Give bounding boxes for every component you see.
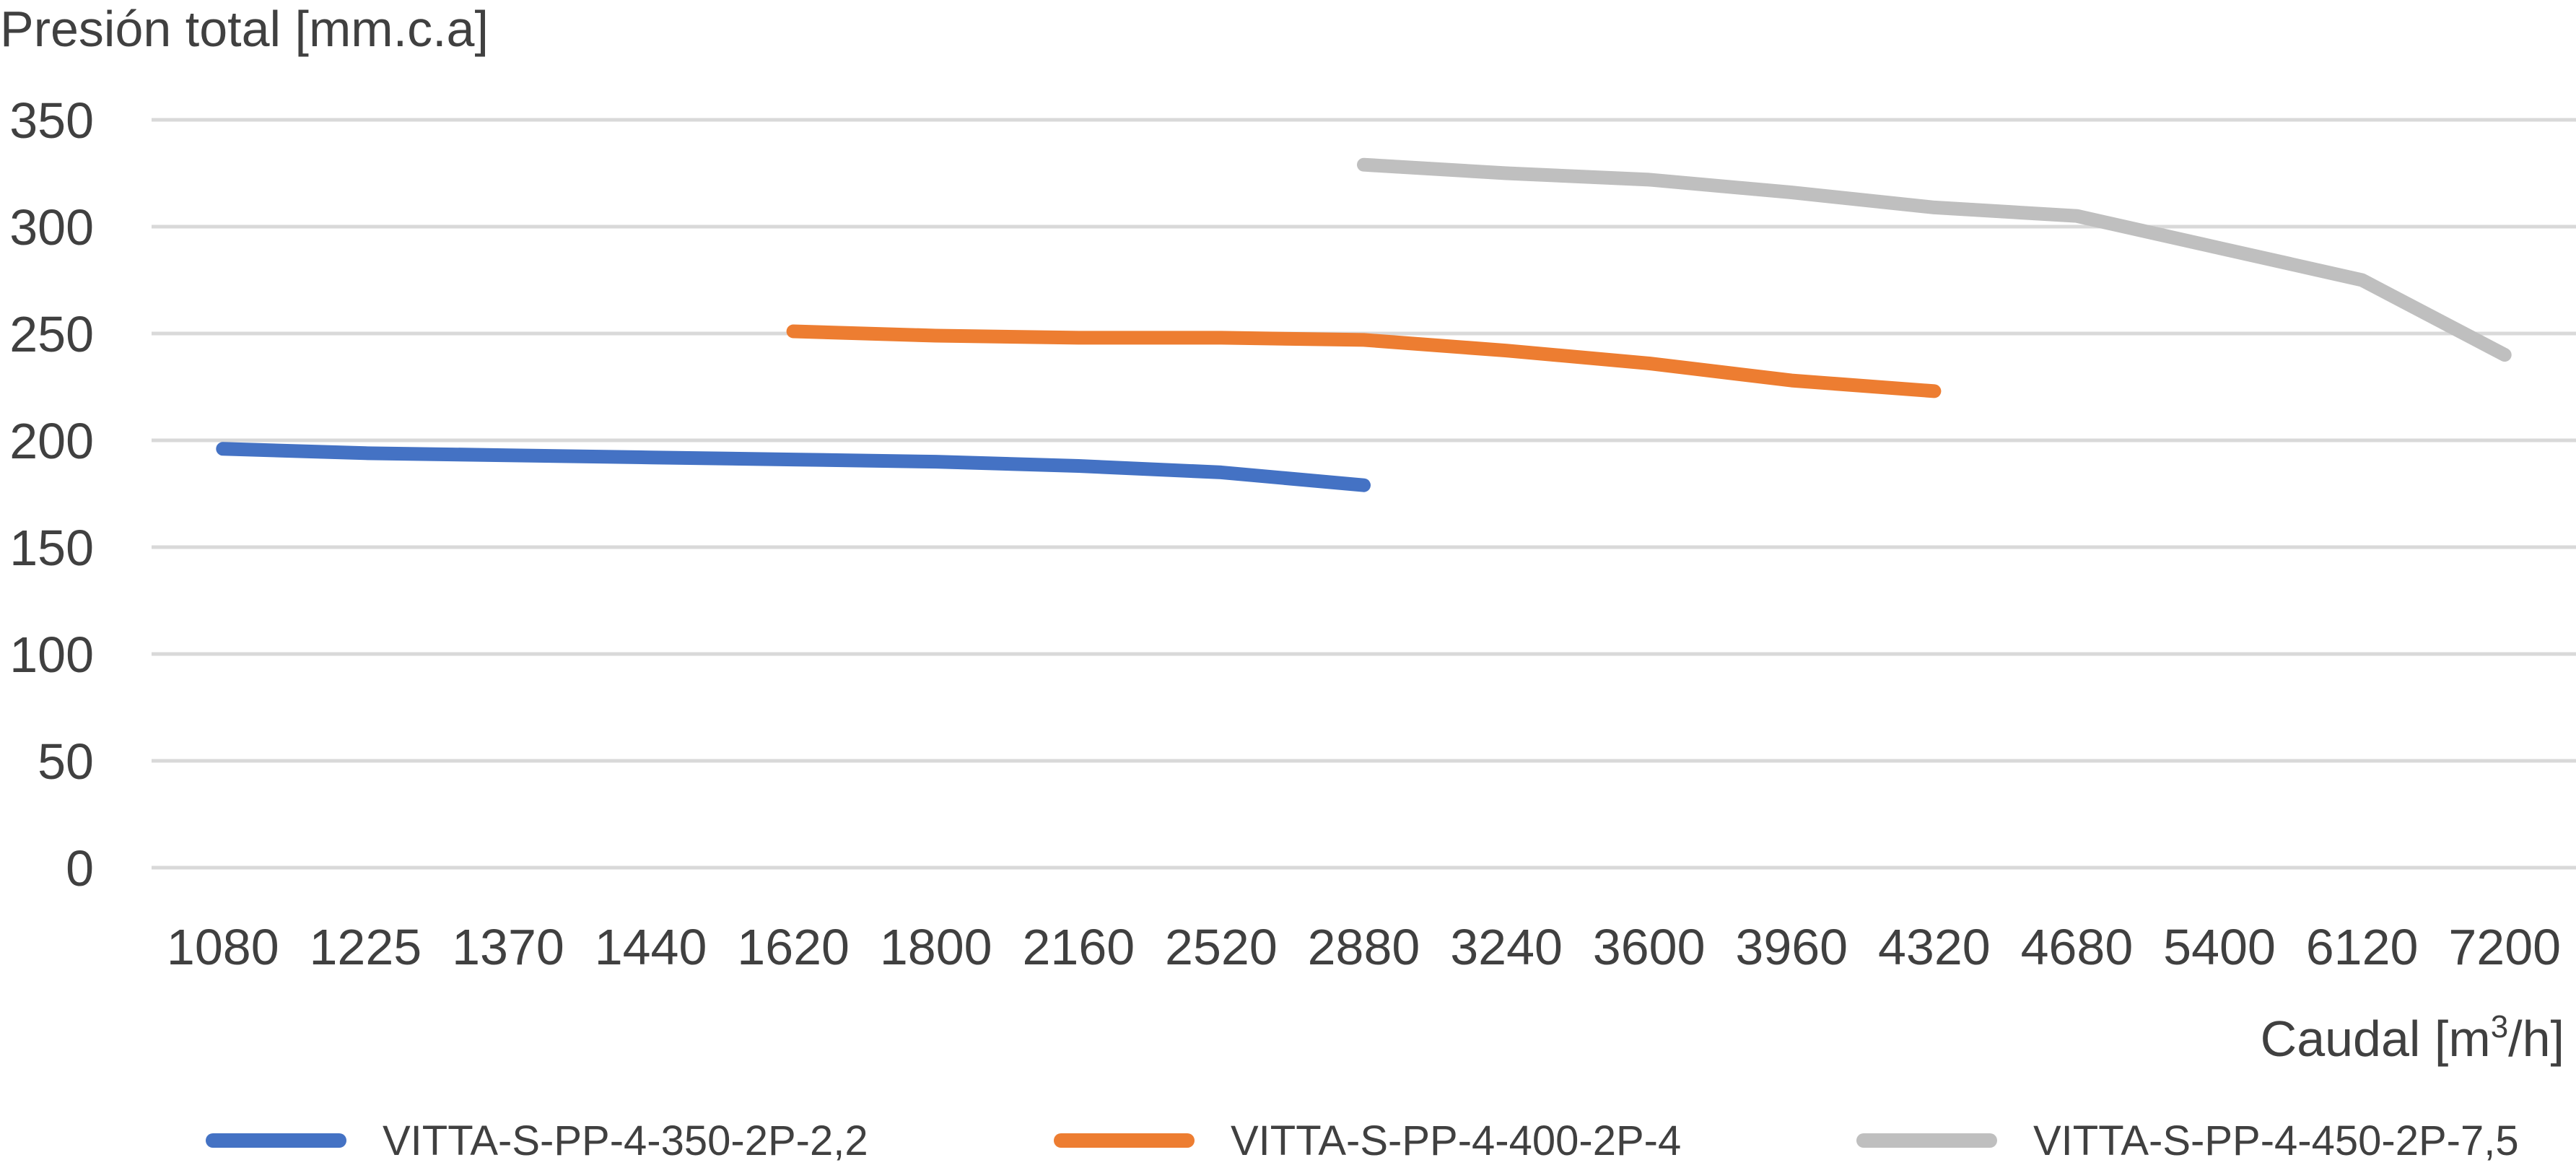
x-tick-label-2160: 2160 [1022,919,1135,975]
x-tick-label-1370: 1370 [452,919,564,975]
x-tick-label-6120: 6120 [2306,919,2419,975]
x-tick-label-4320: 4320 [1878,919,1991,975]
y-tick-label-250: 250 [9,306,94,362]
y-axis-title: Presión total [mm.c.a] [0,1,489,57]
x-axis-title-main: Caudal [m [2260,1011,2491,1067]
legend-item-series-2: VITTA-S-PP-4-400-2P-4 [1054,1112,1681,1169]
x-axis-title-tail: /h] [2508,1011,2564,1067]
y-tick-label-150: 150 [9,520,94,576]
x-tick-label-5400: 5400 [2163,919,2276,975]
series-line-2 [786,324,1942,398]
y-tick-label-300: 300 [9,199,94,256]
x-tick-label-1800: 1800 [880,919,992,975]
legend-swatch-series-1 [206,1133,346,1148]
legend-label-series-3: VITTA-S-PP-4-450-2P-7,5 [2033,1117,2519,1164]
x-tick-label-2520: 2520 [1165,919,1278,975]
series-line-3 [1357,157,2512,362]
legend-label-series-1: VITTA-S-PP-4-350-2P-2,2 [383,1117,868,1164]
x-tick-label-1440: 1440 [595,919,707,975]
y-tick-label-200: 200 [9,413,94,469]
x-tick-label-4680: 4680 [2021,919,2134,975]
x-axis-title-superscript: 3 [2490,1009,2509,1045]
y-tick-label-100: 100 [9,627,94,683]
legend-label-series-2: VITTA-S-PP-4-400-2P-4 [1231,1117,1682,1164]
x-tick-label-1620: 1620 [737,919,850,975]
x-tick-label-1225: 1225 [310,919,422,975]
y-tick-label-0: 0 [66,840,94,897]
y-tick-label-50: 50 [38,733,94,790]
x-tick-label-3240: 3240 [1450,919,1563,975]
x-axis-title: Caudal [m3/h] [2261,1009,2564,1068]
legend-swatch-series-3 [1856,1133,1997,1148]
legend-item-series-3: VITTA-S-PP-4-450-2P-7,5 [1856,1112,2519,1169]
x-tick-label-3960: 3960 [1735,919,1848,975]
x-tick-label-2880: 2880 [1308,919,1420,975]
legend: VITTA-S-PP-4-350-2P-2,2 VITTA-S-PP-4-400… [0,1112,2576,1169]
y-tick-label-350: 350 [9,92,94,149]
x-tick-label-7200: 7200 [2448,919,2561,975]
x-tick-label-1080: 1080 [167,919,279,975]
legend-swatch-series-2 [1054,1133,1195,1148]
x-tick-label-3600: 3600 [1593,919,1706,975]
legend-item-series-1: VITTA-S-PP-4-350-2P-2,2 [206,1112,868,1169]
series-line-1 [216,442,1371,492]
